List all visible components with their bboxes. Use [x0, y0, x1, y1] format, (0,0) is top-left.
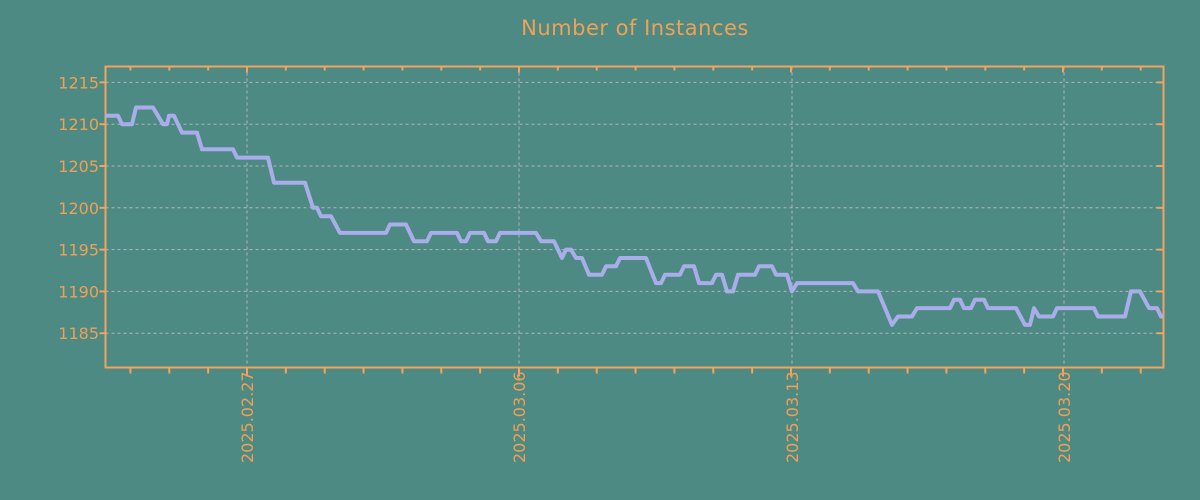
y-tick-label: 1195 [58, 241, 99, 260]
y-tick-label: 1200 [58, 199, 99, 218]
series-line [105, 105, 1163, 327]
y-tick-label: 1215 [58, 73, 99, 92]
y-tick-label: 1210 [58, 115, 99, 134]
plot-border [104, 65, 1165, 369]
y-tick-label: 1185 [58, 324, 99, 343]
y-tick-label: 1190 [58, 282, 99, 301]
x-tick-label: 2025.02.27 [238, 371, 257, 463]
x-tick-label: 2025.03.06 [510, 371, 529, 463]
x-tick-label: 2025.03.13 [783, 371, 802, 463]
x-tick-label: 2025.03.20 [1055, 371, 1074, 463]
y-tick-label: 1205 [58, 157, 99, 176]
